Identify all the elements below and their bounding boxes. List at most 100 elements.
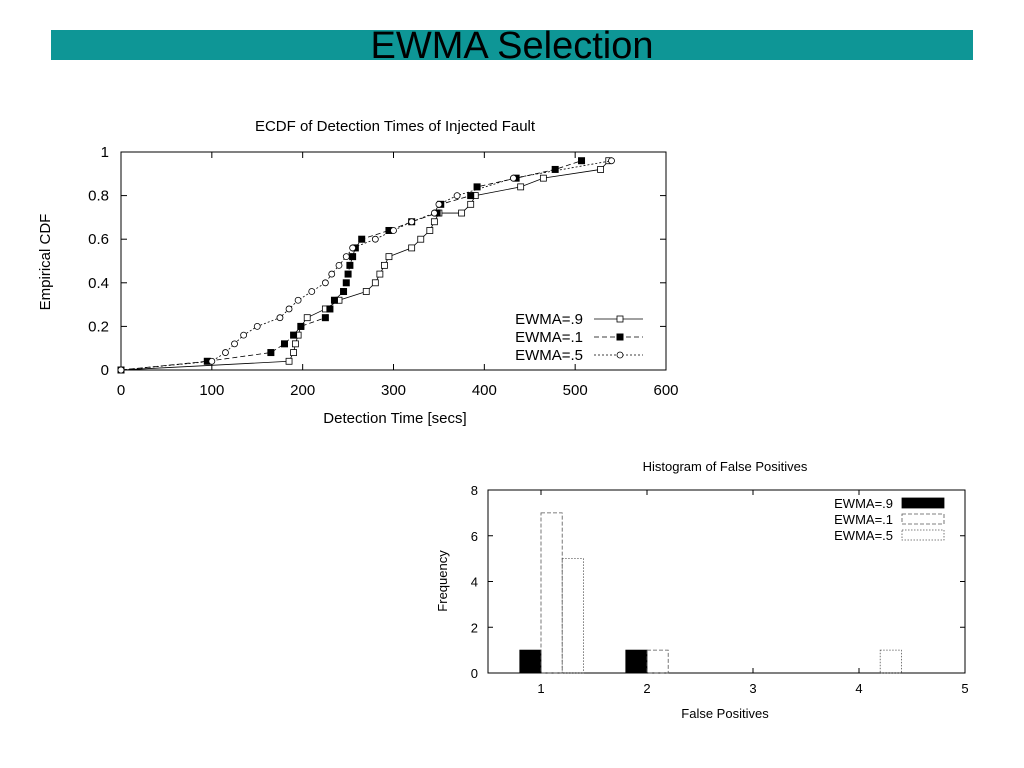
ecdf-x-tick-label: 200 (290, 382, 315, 399)
hist-bar (540, 512, 563, 674)
ecdf-data-point (385, 253, 393, 261)
ecdf-data-point (231, 340, 238, 348)
ecdf-data-point (308, 288, 316, 295)
ecdf-data-point (381, 261, 388, 269)
ecdf-x-tick-label: 0 (117, 382, 125, 399)
hist-x-tick-label: 4 (855, 681, 862, 696)
hist-legend-label: EWMA=.5 (834, 528, 893, 543)
ecdf-data-point (240, 331, 248, 339)
ecdf-data-point (517, 183, 525, 191)
ecdf-data-point (328, 270, 336, 278)
hist-x-tick-label: 3 (749, 681, 756, 696)
ecdf-data-point (578, 157, 586, 165)
ecdf-data-point (291, 340, 299, 348)
ecdf-data-point (510, 174, 517, 182)
ecdf-data-point (467, 200, 475, 208)
ecdf-x-tick-label: 500 (563, 382, 588, 399)
hist-bar (561, 558, 584, 674)
hist-bar (625, 649, 648, 674)
ecdf-data-point (335, 261, 343, 269)
hist-x-tick-label: 2 (643, 681, 650, 696)
ecdf-data-point (349, 244, 357, 252)
ecdf-data-point (276, 314, 284, 322)
ecdf-title: ECDF of Detection Times of Injected Faul… (255, 118, 536, 135)
ecdf-data-point (426, 227, 434, 234)
ecdf-data-point (294, 296, 302, 304)
hist-series-1 (519, 649, 648, 674)
ecdf-data-point (473, 183, 481, 191)
hist-series-2 (540, 512, 669, 674)
hist-xlabel: False Positives (681, 706, 769, 721)
ecdf-data-point (208, 357, 216, 365)
ecdf-data-point (608, 157, 615, 165)
ecdf-data-point (321, 279, 329, 287)
ecdf-legend-marker (616, 333, 624, 341)
ecdf-data-point (435, 200, 443, 208)
ecdf-data-point (326, 305, 334, 313)
ecdf-data-point (371, 235, 379, 243)
ecdf-legend-label: EWMA=.9 (515, 311, 583, 328)
ecdf-y-tick-label: 0.4 (88, 275, 109, 292)
ecdf-x-tick-label: 600 (653, 382, 678, 399)
hist-title: Histogram of False Positives (643, 459, 808, 474)
hist-bar (879, 649, 902, 674)
title-bar (51, 30, 973, 60)
hist-series-3 (561, 558, 902, 674)
ecdf-data-point (330, 296, 338, 304)
ecdf-data-point (290, 349, 297, 356)
hist-legend-swatch (901, 497, 945, 509)
ecdf-data-point (297, 322, 305, 330)
ecdf-data-point (342, 279, 350, 287)
ecdf-data-point (344, 270, 352, 278)
ecdf-x-tick-label: 300 (381, 382, 406, 399)
hist-ylabel: Frequency (435, 550, 450, 612)
ecdf-data-point (342, 253, 350, 261)
ecdf-data-point (253, 322, 261, 330)
hist-legend-label: EWMA=.1 (834, 512, 893, 527)
ecdf-data-point (285, 305, 293, 313)
ecdf-data-point (597, 166, 604, 173)
ecdf-data-point (539, 174, 547, 182)
ecdf-data-point (453, 192, 461, 200)
ecdf-legend-label: EWMA=.5 (515, 347, 583, 364)
ecdf-data-point (285, 357, 293, 365)
hist-y-tick-label: 2 (471, 620, 478, 635)
ecdf-data-point (362, 288, 370, 295)
hist-legend-swatch (901, 513, 945, 525)
ecdf-data-point (430, 209, 438, 217)
ecdf-x-tick-label: 100 (199, 382, 224, 399)
hist-y-tick-label: 8 (471, 483, 478, 498)
ecdf-data-point (267, 349, 275, 357)
ecdf-data-point (390, 227, 397, 234)
hist-y-tick-label: 6 (471, 529, 478, 544)
ecdf-data-point (290, 331, 298, 339)
hist-plot-frame (487, 489, 966, 674)
hist-bar (646, 649, 669, 674)
ecdf-series-1 (117, 157, 613, 374)
ecdf-y-tick-label: 1 (101, 144, 109, 161)
ecdf-data-point (408, 244, 416, 252)
hist-legend-swatch (901, 529, 945, 541)
ecdf-legend-marker (616, 315, 624, 323)
ecdf-legend-marker (616, 351, 624, 359)
ecdf-y-tick-label: 0.8 (88, 188, 109, 205)
hist-x-tick-label: 1 (537, 681, 544, 696)
ecdf-data-point (222, 349, 229, 356)
ecdf-data-point (358, 235, 366, 243)
ecdf-data-point (281, 340, 288, 348)
ecdf-series-3 (117, 157, 615, 374)
ecdf-x-tick-label: 400 (472, 382, 497, 399)
hist-x-tick-label: 5 (961, 681, 968, 696)
ecdf-data-point (371, 279, 379, 287)
ecdf-data-point (321, 314, 329, 322)
ecdf-y-tick-label: 0.2 (88, 318, 109, 335)
ecdf-data-point (117, 366, 125, 374)
hist-bar (519, 649, 542, 674)
hist-legend-label: EWMA=.9 (834, 496, 893, 511)
slide-title: EWMA Selection (370, 25, 654, 67)
ecdf-data-point (340, 288, 348, 296)
ecdf-data-point (458, 209, 466, 217)
